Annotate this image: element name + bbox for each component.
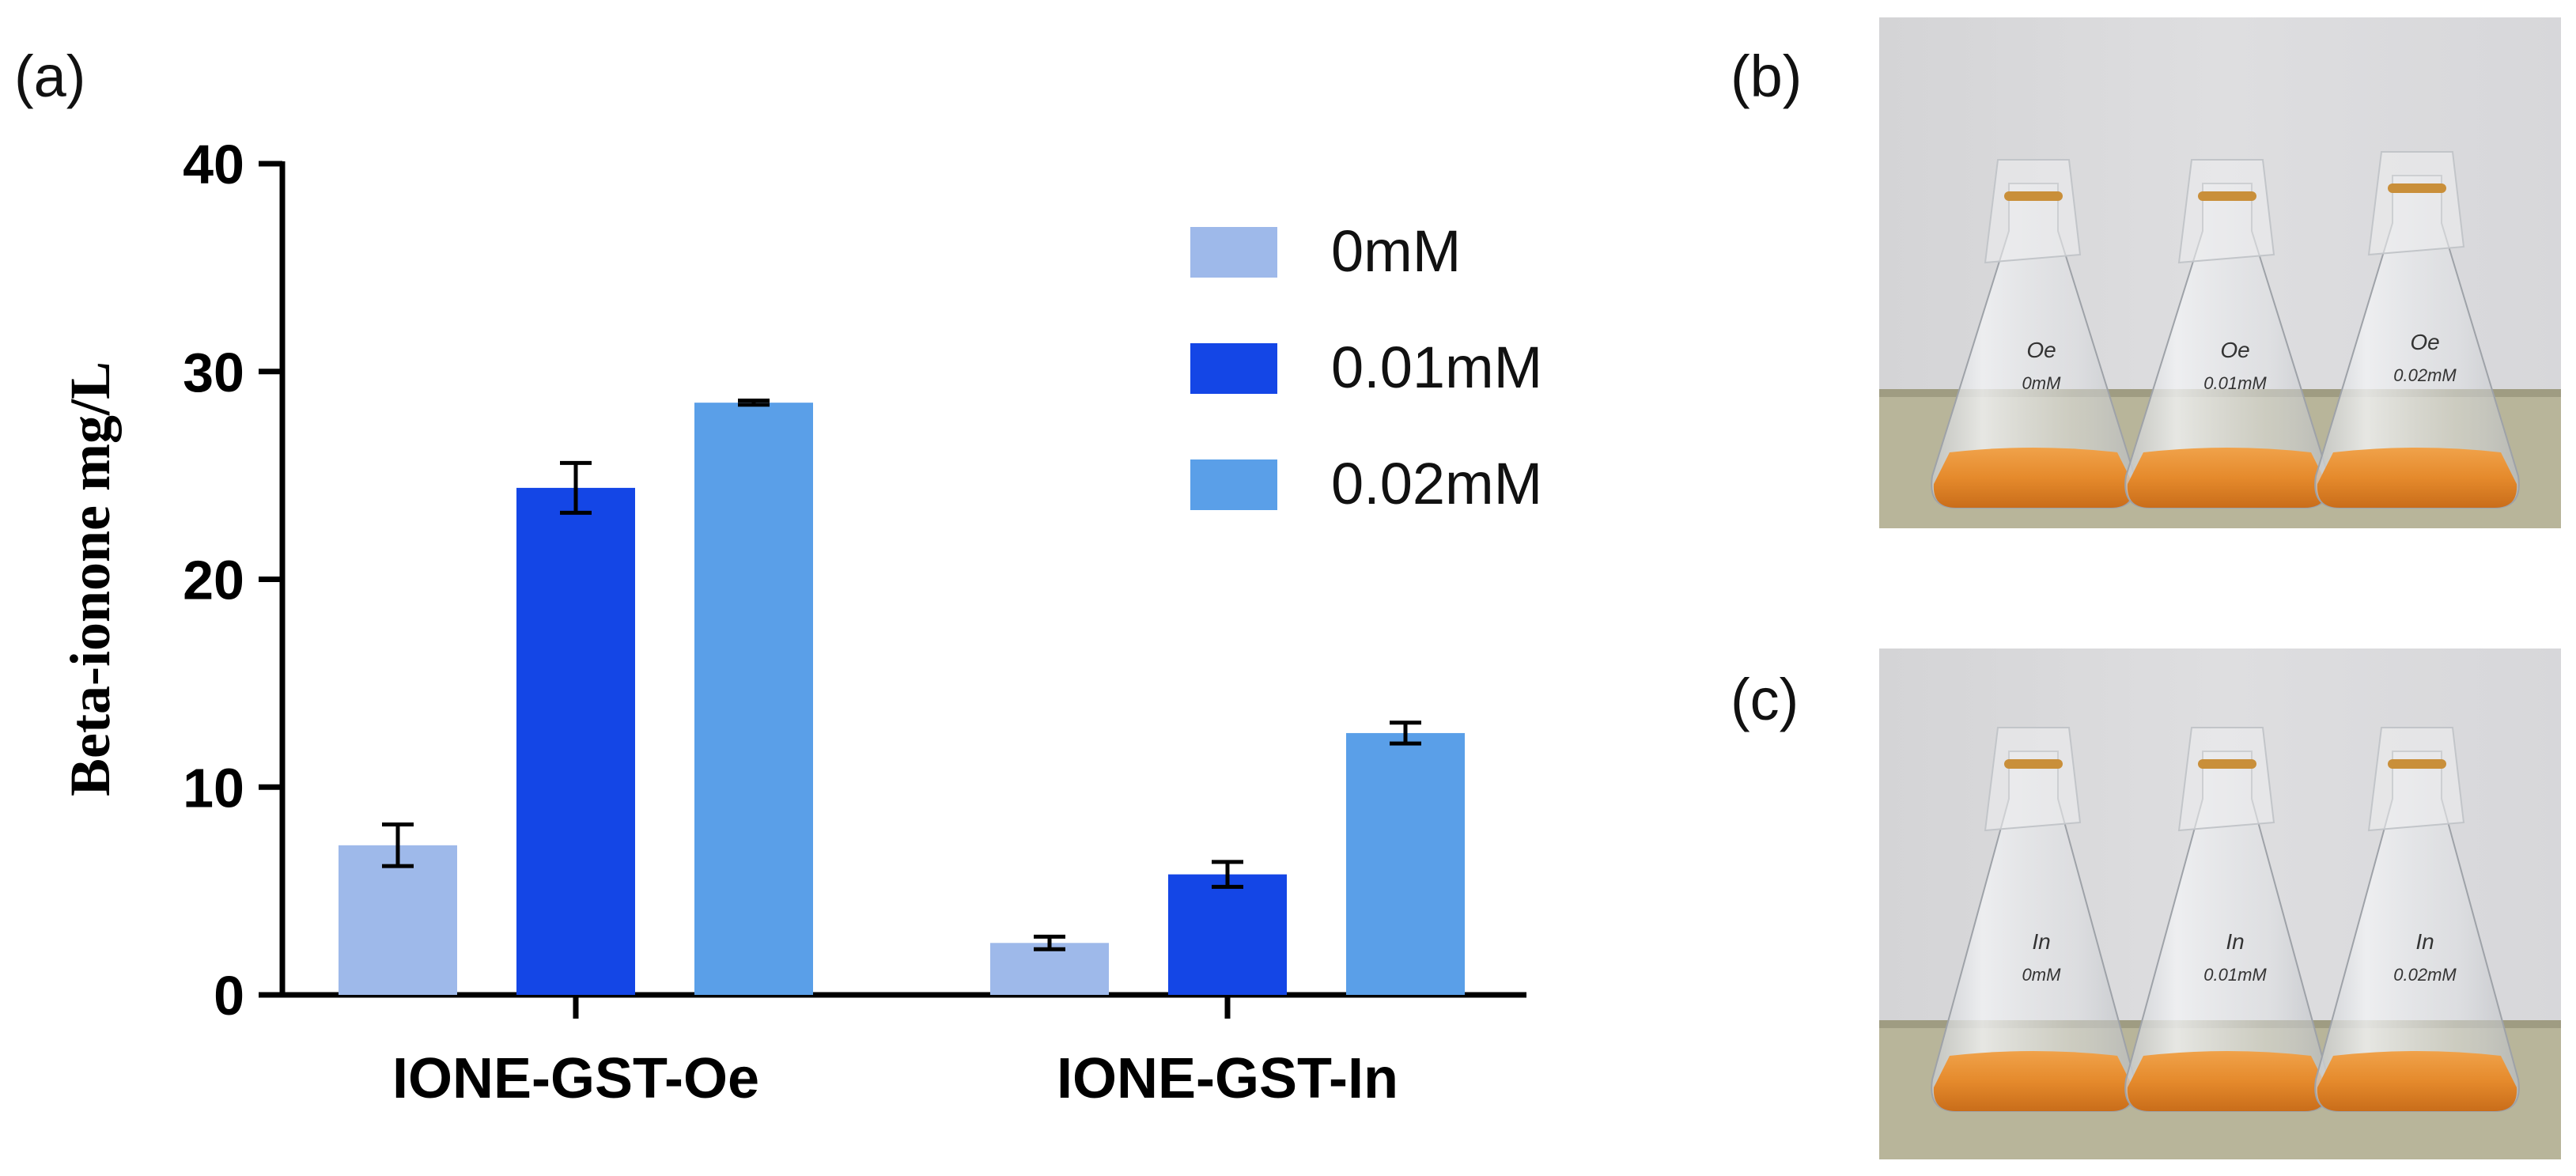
sealing-film (2367, 151, 2465, 256)
flask-label-strain: In (2226, 929, 2244, 954)
rubber-band (2004, 759, 2063, 769)
x-tick-label: IONE-GST-In (1057, 1047, 1398, 1110)
culture-liquid (2317, 448, 2517, 508)
flask-label-strain: Oe (2026, 338, 2056, 362)
legend-label: 0.01mM (1331, 335, 1542, 400)
culture-liquid (2127, 448, 2328, 508)
bar-chart: 0 10 20 30 40 Beta-ionone mg/L IONE-GST-Oe IONE… (59, 134, 1542, 1110)
legend-swatch (1190, 227, 1277, 278)
y-tick-label: 20 (183, 550, 244, 611)
culture-liquid (2127, 1051, 2328, 1111)
culture-liquid (2317, 1051, 2517, 1111)
flask-label-concentration: 0mM (2022, 373, 2062, 393)
y-tick-label: 30 (183, 342, 244, 403)
sealing-film (1984, 159, 2082, 264)
rubber-band (2198, 759, 2256, 769)
legend-label: 0.02mM (1331, 451, 1542, 516)
flask-label-concentration: 0mM (2022, 965, 2062, 985)
flask: Oe 0.01mM (2124, 159, 2330, 509)
photo-panel-b: Oe 0mM Oe 0.01mM Oe 0.02mM (1879, 17, 2561, 528)
bar (694, 403, 813, 996)
culture-liquid (1933, 1051, 2134, 1111)
rubber-band (2388, 183, 2446, 193)
y-tick-label: 0 (214, 965, 244, 1027)
flask: Oe 0mM (1931, 159, 2136, 509)
culture-liquid (1933, 448, 2134, 508)
legend-swatch (1190, 459, 1277, 510)
panel-label-b: (b) (1731, 43, 1802, 109)
flask-label-concentration: 0.02mM (2393, 365, 2457, 385)
sealing-film (2367, 727, 2465, 832)
bar (339, 845, 457, 995)
y-tick-label: 10 (183, 757, 244, 819)
flask: In 0mM (1931, 727, 2136, 1112)
photo-panel-c: In 0mM In 0.01mM In 0.02mM (1879, 649, 2561, 1159)
flask-label-concentration: 0.02mM (2393, 965, 2457, 985)
bar (1168, 874, 1287, 995)
rubber-band (2198, 191, 2256, 201)
flask-label-strain: In (2415, 929, 2434, 954)
bar (516, 487, 635, 995)
sealing-film (2177, 727, 2275, 832)
y-tick-label: 40 (183, 134, 244, 195)
flask-label-strain: Oe (2220, 338, 2249, 362)
flask-label-concentration: 0.01mM (2203, 965, 2267, 985)
sealing-film (2177, 159, 2275, 264)
flask-label-strain: Oe (2410, 330, 2439, 354)
y-axis-label: Beta-ionone mg/L (59, 361, 122, 796)
flask-label-strain: In (2032, 929, 2050, 954)
panel-label-c: (c) (1731, 667, 1799, 732)
legend-label: 0mM (1331, 218, 1461, 284)
legend-swatch (1190, 343, 1277, 394)
flask: Oe 0.02mM (2314, 151, 2520, 509)
flask-label-concentration: 0.01mM (2203, 373, 2267, 393)
panel-label-a: (a) (14, 43, 86, 109)
rubber-band (2388, 759, 2446, 769)
bar (990, 943, 1109, 995)
sealing-film (1984, 727, 2082, 832)
flask: In 0.02mM (2314, 727, 2520, 1112)
rubber-band (2004, 191, 2063, 201)
flask: In 0.01mM (2124, 727, 2330, 1112)
bar (1346, 732, 1465, 995)
x-tick-label: IONE-GST-Oe (392, 1047, 759, 1110)
